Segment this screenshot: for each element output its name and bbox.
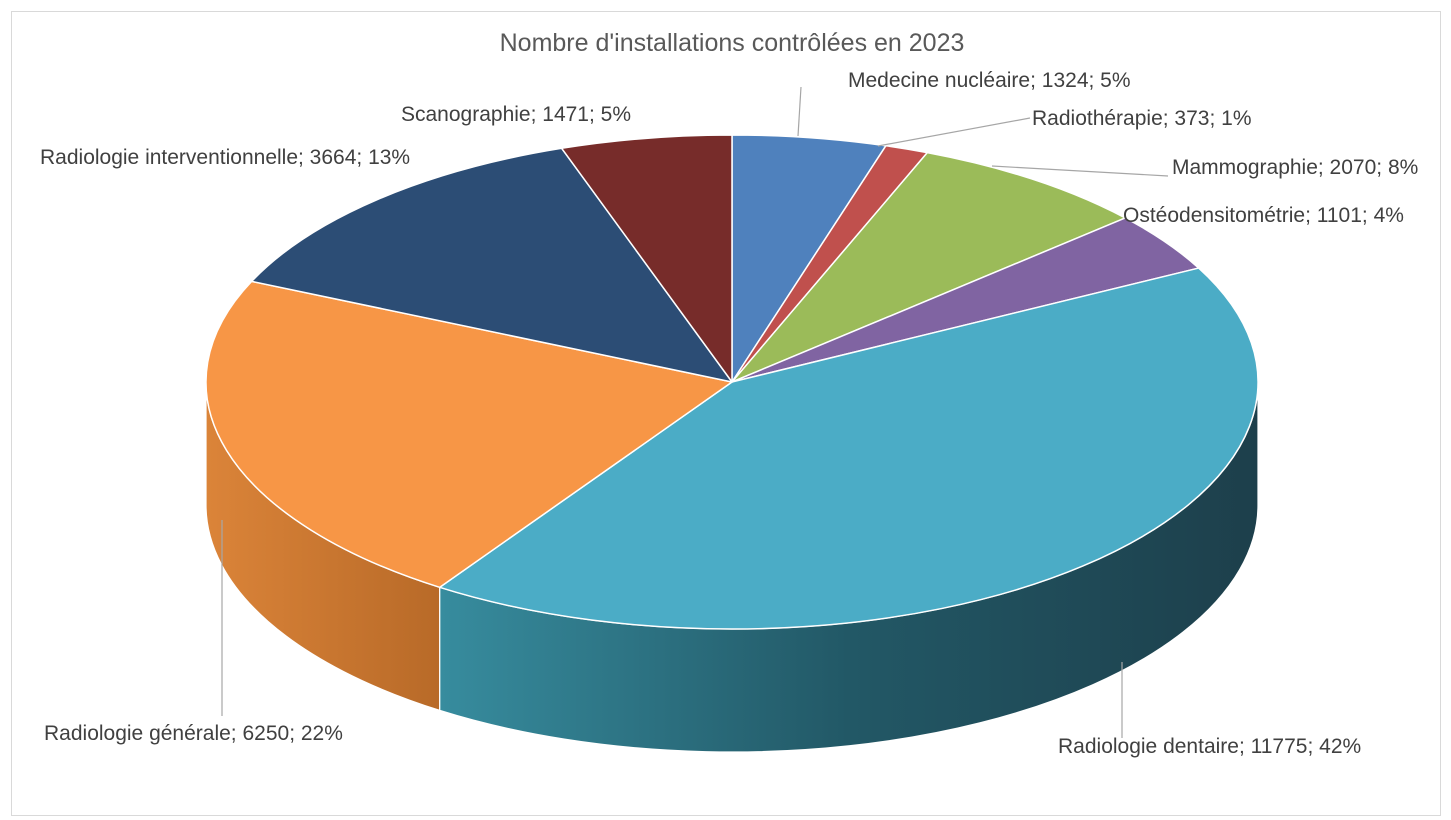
slice-scanographie bbox=[560, 134, 733, 383]
leader-line-mammographie bbox=[991, 165, 1169, 177]
data-label-scanographie: Scanographie; 1471; 5% bbox=[401, 103, 631, 126]
leader-line-radiotherapie bbox=[877, 117, 1031, 147]
data-labels: Medecine nucléaire; 1324; 5% Radiothérapi… bbox=[40, 69, 1418, 758]
pie-tops bbox=[205, 134, 1259, 630]
leader-lines bbox=[221, 86, 1169, 738]
slice-radiologie-dentaire bbox=[438, 267, 1259, 630]
data-label-radiologie-interventionnelle: Radiologie interventionnelle; 3664; 13% bbox=[40, 146, 410, 169]
slice-radiologie-interventionnelle bbox=[250, 147, 733, 383]
data-label-radiologie-generale: Radiologie générale; 6250; 22% bbox=[44, 722, 343, 745]
data-label-radiotherapie: Radiothérapie; 373; 1% bbox=[1032, 107, 1252, 130]
leader-line-medecine-nucleaire bbox=[797, 86, 802, 137]
slice-radiologie-generale bbox=[205, 280, 733, 589]
data-label-osteodensitometrie: Ostéodensitométrie; 1101; 4% bbox=[1123, 204, 1404, 227]
data-label-mammographie: Mammographie; 2070; 8% bbox=[1172, 156, 1418, 179]
data-label-radiologie-dentaire: Radiologie dentaire; 11775; 42% bbox=[1058, 735, 1361, 758]
slice-mammographie bbox=[731, 151, 1126, 383]
chart-title: Nombre d'installations contrôlées en 202… bbox=[500, 29, 965, 57]
data-label-medecine-nucleaire: Medecine nucléaire; 1324; 5% bbox=[848, 69, 1131, 92]
